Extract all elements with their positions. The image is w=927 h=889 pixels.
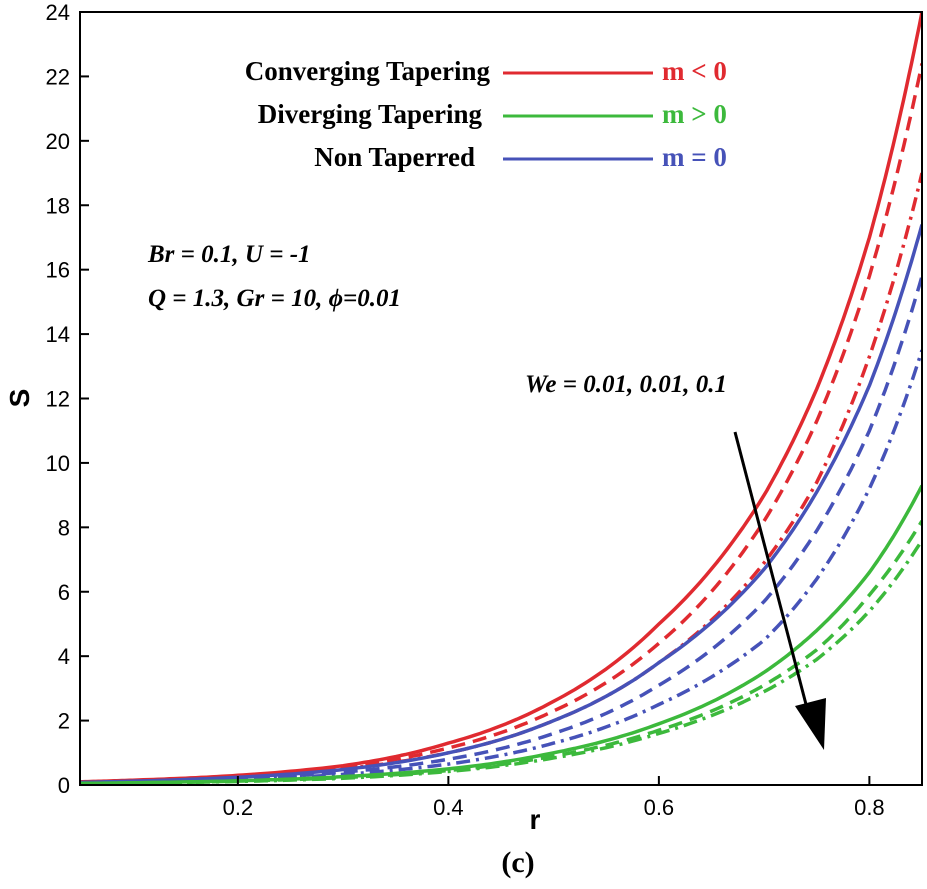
legend-condition-non-tapered: m = 0	[662, 142, 727, 172]
legend-label-converging: Converging Tapering	[245, 56, 491, 86]
y-tick-label: 6	[58, 580, 70, 605]
we-direction-arrow	[733, 431, 826, 750]
y-tick-label: 22	[46, 64, 70, 89]
parameter-line-2: Q = 1.3, Gr = 10, ϕ=0.01	[148, 285, 401, 312]
y-tick-label: 8	[58, 515, 70, 540]
we-annotation: We = 0.01, 0.01, 0.1	[525, 371, 727, 398]
x-tick-label: 0.2	[223, 795, 254, 820]
x-tick-label: 0.4	[433, 795, 464, 820]
x-axis-label: r	[530, 804, 541, 835]
y-tick-label: 24	[46, 0, 70, 25]
legend-label-non-tapered: Non Taperred	[314, 142, 475, 172]
y-tick-label: 16	[46, 258, 70, 283]
y-tick-label: 2	[58, 709, 70, 734]
legend: Converging Tapering m < 0 Diverging Tape…	[245, 56, 727, 172]
y-tick-label: 0	[58, 773, 70, 798]
legend-label-diverging: Diverging Tapering	[258, 99, 483, 129]
x-tick-label: 0.8	[854, 795, 885, 820]
legend-condition-converging: m < 0	[662, 56, 727, 86]
y-tick-label: 20	[46, 129, 70, 154]
x-tick-label: 0.6	[644, 795, 675, 820]
y-tick-label: 12	[46, 387, 70, 412]
y-tick-label: 18	[46, 193, 70, 218]
y-axis-label: S	[4, 389, 35, 408]
series-line-m-0-dashdot	[80, 539, 922, 786]
y-tick-label: 14	[46, 322, 70, 347]
series-layer	[80, 12, 922, 786]
legend-condition-diverging: m > 0	[662, 99, 727, 129]
figure-caption: (c)	[501, 846, 534, 879]
y-tick-label: 4	[58, 644, 70, 669]
y-tick-label: 10	[46, 451, 70, 476]
parameter-line-1: Br = 0.1, U = -1	[147, 241, 311, 268]
